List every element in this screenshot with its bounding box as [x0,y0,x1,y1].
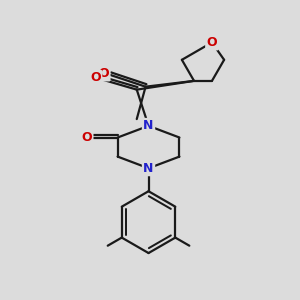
Text: N: N [143,162,154,175]
Text: N: N [143,119,154,132]
Text: O: O [207,36,217,49]
Text: O: O [90,71,101,84]
Text: O: O [81,131,92,144]
Text: O: O [98,67,109,80]
